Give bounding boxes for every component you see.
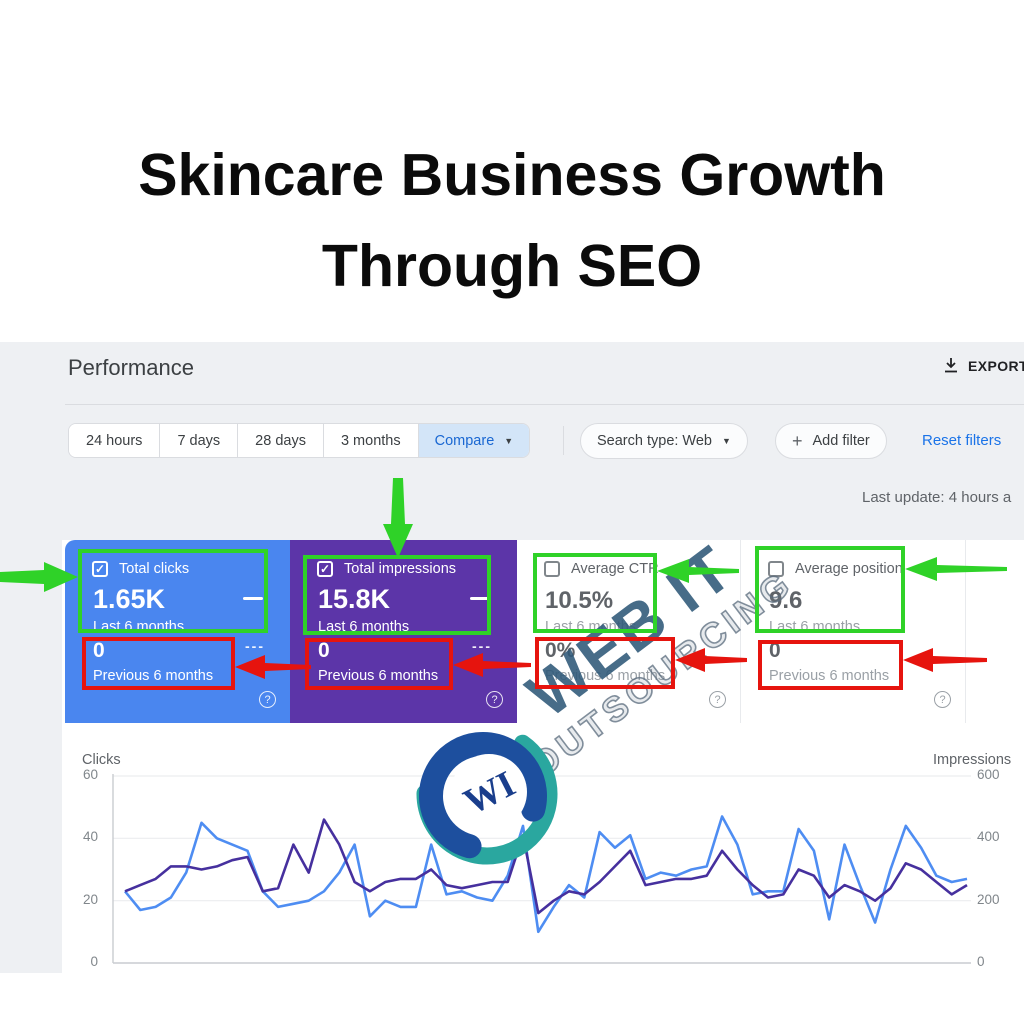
card-label-row: Average CTR	[544, 561, 659, 577]
toolbar-divider	[563, 426, 564, 455]
card-label-row: Average position	[768, 561, 903, 577]
performance-line-chart	[112, 774, 971, 964]
help-icon[interactable]: ?	[934, 691, 951, 708]
clicks-axis-label: Clicks	[82, 752, 121, 768]
series-line-swatch	[470, 597, 490, 600]
checkbox-unchecked-icon[interactable]	[768, 561, 784, 577]
left-tick-20: 20	[82, 892, 98, 907]
compare-button[interactable]: Compare ▼	[418, 424, 530, 457]
page-title-line2: Through SEO	[321, 233, 703, 300]
card-period: Last 6 months	[318, 619, 410, 635]
reset-filters-link[interactable]: Reset filters	[922, 432, 1002, 449]
top-strip	[0, 333, 1024, 342]
export-label: EXPORT	[968, 357, 1024, 374]
chevron-down-icon: ▼	[504, 435, 514, 446]
card-prev-value: 0	[769, 639, 781, 662]
filter-3-months[interactable]: 3 months	[323, 424, 419, 457]
card-period: Last 6 months	[545, 619, 637, 635]
card-prev-value: 0	[93, 639, 105, 662]
card-period: Last 6 months	[769, 619, 861, 635]
compare-label: Compare	[434, 432, 495, 449]
download-icon	[945, 358, 957, 373]
right-tick-400: 400	[977, 829, 1000, 844]
checkbox-checked-icon[interactable]: ✓	[317, 561, 333, 577]
card-value: 9.6	[769, 587, 803, 614]
left-tick-40: 40	[82, 829, 98, 844]
card-menu-icon[interactable]: ---	[245, 638, 265, 654]
series-line-swatch	[243, 597, 263, 600]
card-prev-period: Previous 6 months	[545, 668, 666, 684]
card-label: Total impressions	[344, 561, 457, 577]
card-label: Average position	[795, 561, 903, 577]
last-update-text: Last update: 4 hours a	[862, 489, 1012, 506]
chevron-down-icon: ▼	[722, 436, 731, 446]
help-icon[interactable]: ?	[486, 691, 503, 708]
right-tick-600: 600	[977, 767, 1000, 782]
card-average-position: Average position 9.6 Last 6 months 0 Pre…	[741, 540, 966, 723]
card-prev-value: 0%	[545, 639, 576, 662]
search-type-label: Search type: Web	[597, 433, 712, 449]
card-label-row: ✓ Total impressions	[317, 561, 456, 577]
card-value: 10.5%	[545, 587, 614, 614]
card-value: 15.8K	[318, 584, 391, 614]
page-title: Skincare Business Growth Through SEO	[0, 130, 1024, 313]
card-prev-period: Previous 6 months	[93, 668, 214, 684]
plus-icon: +	[792, 430, 803, 451]
card-total-impressions: ✓ Total impressions 15.8K Last 6 months …	[290, 540, 517, 723]
header-divider	[65, 404, 1024, 405]
card-prev-period: Previous 6 months	[318, 668, 439, 684]
card-average-ctr: Average CTR 10.5% Last 6 months 0% Previ…	[517, 540, 741, 723]
impressions-axis-label: Impressions	[933, 752, 1012, 768]
right-tick-200: 200	[977, 892, 1000, 907]
card-value: 1.65K	[93, 584, 166, 614]
card-prev-value: 0	[318, 639, 330, 662]
card-total-clicks: ✓ Total clicks 1.65K Last 6 months 0 ---…	[65, 540, 290, 723]
filter-28-days[interactable]: 28 days	[238, 424, 324, 457]
card-period: Last 6 months	[93, 619, 185, 635]
help-icon[interactable]: ?	[259, 691, 276, 708]
left-tick-60: 60	[82, 767, 98, 782]
card-label: Average CTR	[571, 561, 659, 577]
help-icon[interactable]: ?	[709, 691, 726, 708]
filter-24-hours[interactable]: 24 hours	[69, 424, 161, 457]
left-tick-0: 0	[90, 954, 98, 969]
export-button[interactable]: EXPORT	[943, 357, 1024, 374]
filter-7-days[interactable]: 7 days	[160, 424, 239, 457]
card-label-row: ✓ Total clicks	[92, 561, 189, 577]
time-filter-group: 24 hours 7 days 28 days 3 months Compare…	[68, 423, 531, 458]
performance-heading: Performance	[68, 355, 194, 380]
add-filter-label: Add filter	[812, 433, 870, 449]
right-tick-0: 0	[977, 954, 985, 969]
card-menu-icon[interactable]: ---	[472, 638, 492, 654]
card-prev-period: Previous 6 months	[769, 668, 890, 684]
checkbox-unchecked-icon[interactable]	[544, 561, 560, 577]
search-console-screenshot: Performance EXPORT 24 hours 7 days 28 da…	[0, 333, 1024, 973]
checkbox-checked-icon[interactable]: ✓	[92, 561, 108, 577]
add-filter-button[interactable]: + Add filter	[775, 423, 887, 459]
card-label: Total clicks	[119, 561, 190, 577]
page-title-line1: Skincare Business Growth	[138, 142, 886, 208]
search-type-dropdown[interactable]: Search type: Web ▼	[580, 423, 748, 459]
